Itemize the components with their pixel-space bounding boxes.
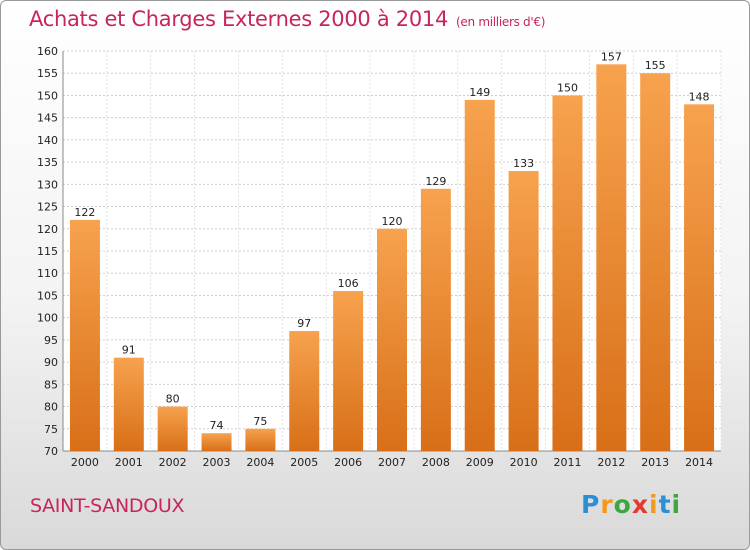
bar [289, 331, 320, 451]
x-tick-label: 2010 [510, 456, 538, 469]
bar-value-label: 91 [122, 344, 136, 357]
y-tick-label: 90 [44, 356, 58, 369]
y-tick-label: 120 [37, 223, 58, 236]
bar [157, 406, 188, 451]
y-tick-label: 125 [37, 201, 58, 214]
bar-value-label: 129 [425, 175, 446, 188]
y-tick-label: 140 [37, 134, 58, 147]
bar-value-label: 150 [557, 81, 578, 94]
chart-title: Achats et Charges Externes 2000 à 2014 (e… [29, 7, 545, 31]
x-tick-label: 2008 [422, 456, 450, 469]
y-tick-label: 105 [37, 289, 58, 302]
bar-value-label: 155 [645, 59, 666, 72]
x-tick-label: 2014 [685, 456, 713, 469]
x-tick-label: 2000 [71, 456, 99, 469]
x-tick-label: 2009 [466, 456, 494, 469]
y-tick-label: 135 [37, 156, 58, 169]
bar-value-label: 157 [601, 50, 622, 63]
bar [596, 64, 627, 452]
y-tick-label: 155 [37, 67, 58, 80]
x-tick-label: 2006 [334, 456, 362, 469]
place-name: SAINT-SANDOUX [30, 495, 185, 517]
logo-letter: i [671, 490, 682, 519]
y-tick-label: 70 [44, 445, 58, 458]
x-tick-label: 2002 [159, 456, 187, 469]
x-tick-label: 2005 [290, 456, 318, 469]
x-tick-label: 2012 [597, 456, 625, 469]
bar-value-label: 106 [338, 277, 359, 290]
y-tick-label: 85 [44, 378, 58, 391]
bar-value-label: 97 [297, 317, 311, 330]
bar [464, 99, 495, 451]
x-tick-label: 2003 [203, 456, 231, 469]
bar [69, 219, 100, 451]
logo-letter: o [613, 490, 632, 519]
x-tick-label: 2007 [378, 456, 406, 469]
bar-value-label: 133 [513, 157, 534, 170]
bar [201, 433, 232, 451]
logo-letter: i [649, 490, 659, 519]
y-tick-label: 100 [37, 312, 58, 325]
bar-value-label: 149 [469, 86, 490, 99]
x-tick-label: 2001 [115, 456, 143, 469]
bar-value-label: 75 [253, 415, 267, 428]
x-tick-label: 2011 [553, 456, 581, 469]
proxiti-logo: Proxiti [581, 490, 681, 519]
bar [640, 73, 671, 451]
chart-title-text: Achats et Charges Externes 2000 à 2014 [29, 7, 449, 31]
bar [377, 228, 407, 451]
bar-value-label: 74 [210, 419, 224, 432]
y-tick-label: 160 [37, 45, 58, 58]
x-tick-label: 2013 [641, 456, 669, 469]
bar [552, 95, 583, 451]
y-tick-label: 150 [37, 89, 58, 102]
y-tick-label: 80 [44, 401, 58, 414]
bar [113, 357, 144, 451]
logo-letter: r [600, 490, 614, 519]
chart-subtitle: (en milliers d'€) [456, 15, 546, 29]
logo-letter: P [581, 490, 601, 519]
bar-value-label: 120 [382, 215, 403, 228]
bar-value-label: 80 [166, 393, 180, 406]
bar [420, 188, 451, 451]
x-tick-label: 2004 [246, 456, 274, 469]
logo-letter: x [631, 490, 649, 519]
y-tick-label: 95 [44, 334, 58, 347]
y-tick-label: 115 [37, 245, 58, 258]
bar [333, 291, 364, 451]
bar [684, 104, 715, 451]
bar [508, 171, 539, 451]
y-tick-label: 130 [37, 178, 58, 191]
bar [245, 428, 276, 451]
logo-letter: t [658, 490, 672, 519]
y-tick-label: 110 [37, 267, 58, 280]
bar-value-label: 148 [689, 90, 710, 103]
y-tick-label: 145 [37, 112, 58, 125]
bar-value-label: 122 [74, 206, 95, 219]
y-tick-label: 75 [44, 423, 58, 436]
